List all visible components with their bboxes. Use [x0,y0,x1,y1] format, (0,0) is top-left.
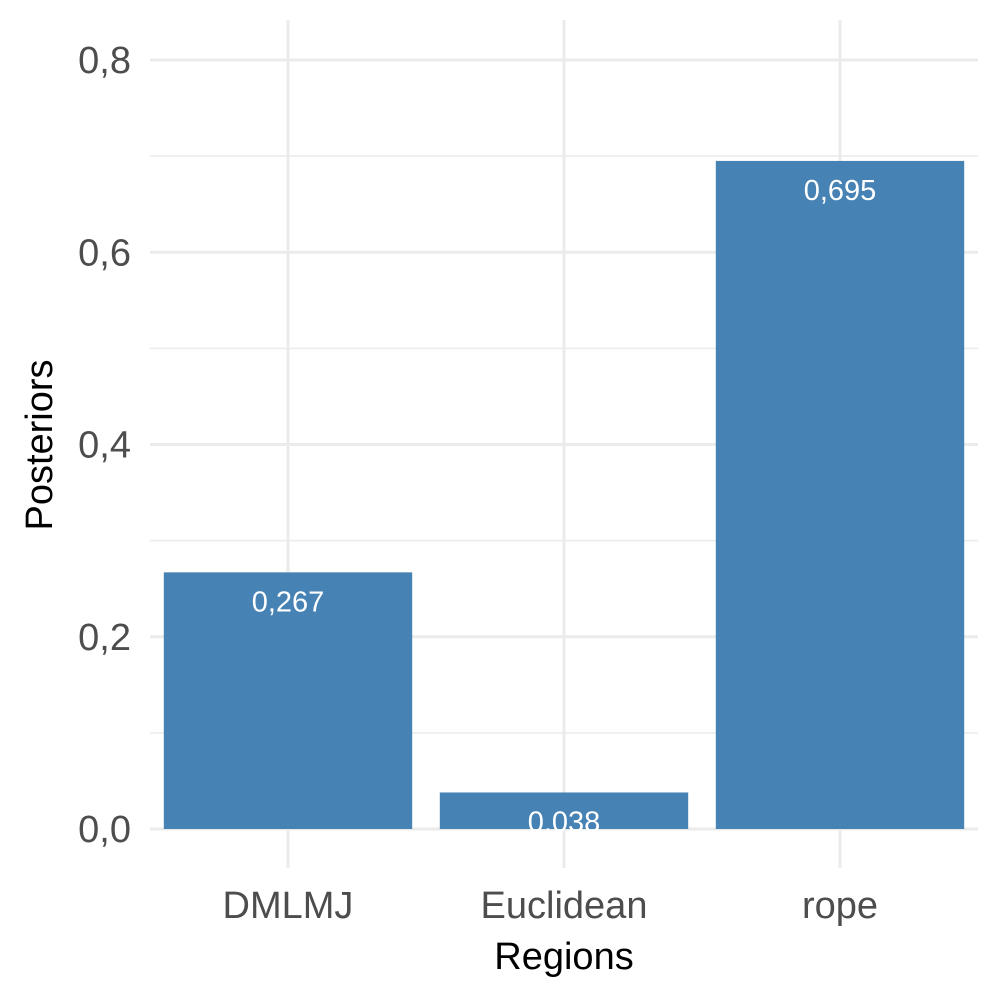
x-axis-title: Regions [494,936,633,978]
y-tick-label: 0,8 [78,40,131,82]
bar-value-label: 0,038 [528,806,601,838]
bar [439,792,689,829]
bar-value-label: 0,695 [804,175,877,207]
bars [163,160,965,829]
y-tick-label: 0,4 [78,425,131,467]
x-tick-label: rope [802,885,878,927]
y-tick-label: 0,2 [78,617,131,659]
y-axis-title: Posteriors [19,359,61,530]
x-tick-label: Euclidean [481,885,648,927]
x-axis-tick-labels: DMLMJ Euclidean rope [223,885,878,927]
y-tick-label: 0,0 [78,809,131,851]
bar [163,572,413,829]
y-tick-label: 0,6 [78,232,131,274]
bar-value-label: 0,267 [252,586,325,618]
bar [715,160,965,829]
x-tick-label: DMLMJ [223,885,354,927]
y-axis-tick-labels: 0,0 0,2 0,4 0,6 0,8 [78,40,131,851]
data-labels: 0,267 0,038 0,695 [252,175,877,839]
